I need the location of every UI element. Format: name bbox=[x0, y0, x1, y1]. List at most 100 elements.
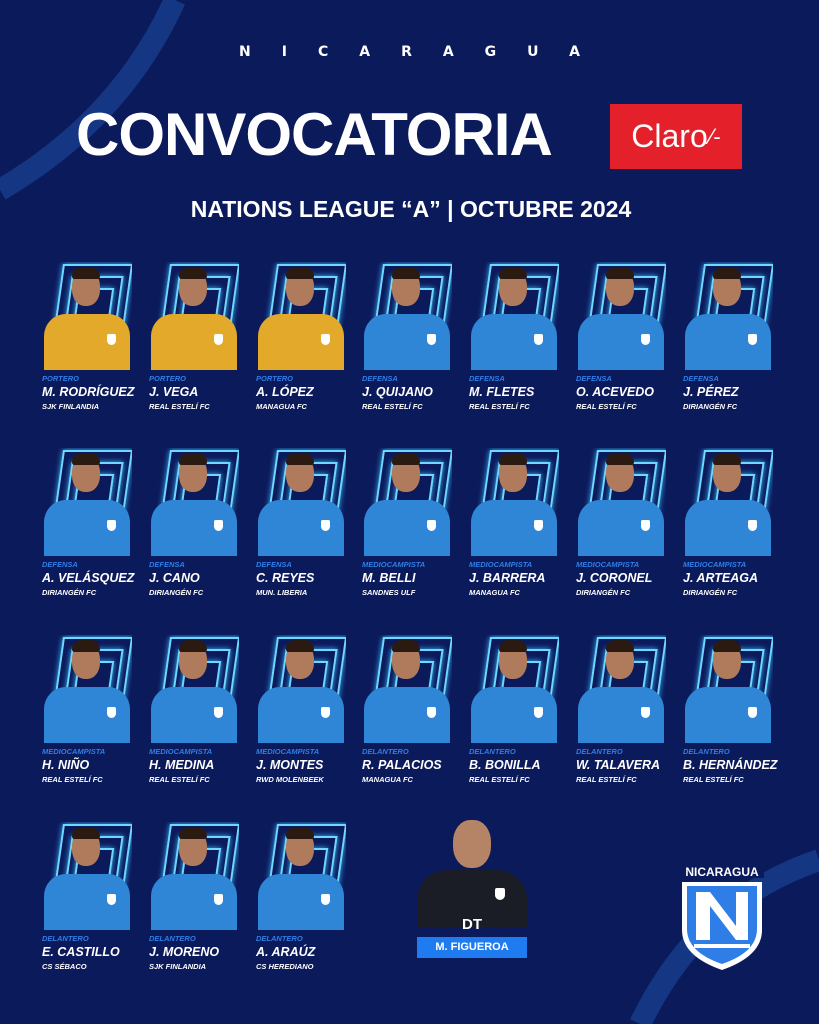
sponsor-rays-icon: ⁄- bbox=[709, 123, 721, 149]
player-name: J. QUIJANO bbox=[362, 385, 433, 399]
player-photo bbox=[576, 448, 666, 556]
player-card: DELANTERO B. HERNÁNDEZ REAL ESTELÍ FC bbox=[683, 635, 783, 784]
badge-icon bbox=[321, 520, 330, 531]
coach-head bbox=[453, 820, 491, 868]
player-club: REAL ESTELÍ FC bbox=[683, 775, 744, 784]
player-jersey bbox=[258, 314, 344, 370]
player-position: MEDIOCAMPISTA bbox=[256, 747, 320, 756]
player-jersey bbox=[685, 314, 771, 370]
player-card: MEDIOCAMPISTA M. BELLI SANDNES ULF bbox=[362, 448, 462, 597]
player-card: MEDIOCAMPISTA J. ARTEAGA DIRIANGÉN FC bbox=[683, 448, 783, 597]
player-name: M. RODRÍGUEZ bbox=[42, 385, 135, 399]
player-name: O. ACEVEDO bbox=[576, 385, 655, 399]
player-position: DELANTERO bbox=[576, 747, 623, 756]
player-name: A. LÓPEZ bbox=[256, 385, 314, 399]
player-jersey bbox=[44, 314, 130, 370]
player-jersey bbox=[471, 687, 557, 743]
player-hair bbox=[713, 453, 741, 465]
player-name: W. TALAVERA bbox=[576, 758, 661, 772]
player-club: MANAGUA FC bbox=[256, 402, 307, 411]
player-name: J. BARRERA bbox=[469, 571, 546, 585]
player-position: MEDIOCAMPISTA bbox=[42, 747, 106, 756]
player-club: MUN. LIBERIA bbox=[256, 588, 308, 597]
player-photo bbox=[362, 635, 452, 743]
player-photo bbox=[149, 262, 239, 370]
player-name: H. NIÑO bbox=[42, 758, 90, 772]
player-name: A. VELÁSQUEZ bbox=[42, 571, 135, 585]
player-jersey bbox=[364, 687, 450, 743]
coach-role: DT bbox=[462, 916, 482, 933]
player-photo bbox=[256, 822, 346, 930]
badge-icon bbox=[534, 520, 543, 531]
player-photo bbox=[149, 635, 239, 743]
player-hair bbox=[499, 267, 527, 279]
badge-icon bbox=[641, 334, 650, 345]
player-jersey bbox=[364, 500, 450, 556]
player-jersey bbox=[685, 500, 771, 556]
player-hair bbox=[72, 453, 100, 465]
player-jersey bbox=[258, 687, 344, 743]
player-jersey bbox=[578, 500, 664, 556]
sponsor-logo: Claro ⁄- bbox=[610, 104, 742, 169]
player-card: PORTERO M. RODRÍGUEZ SJK FINLANDIA bbox=[42, 262, 142, 411]
player-photo bbox=[256, 448, 346, 556]
player-card: DELANTERO A. ARAÚZ CS HEREDIANO bbox=[256, 822, 356, 971]
player-hair bbox=[286, 267, 314, 279]
page-subtitle: NATIONS LEAGUE “A” | OCTUBRE 2024 bbox=[190, 196, 632, 222]
player-club: SANDNES ULF bbox=[362, 588, 416, 597]
player-name: E. CASTILLO bbox=[42, 945, 120, 959]
player-hair bbox=[392, 453, 420, 465]
player-hair bbox=[606, 640, 634, 652]
player-club: DIRIANGÉN FC bbox=[683, 588, 738, 597]
player-photo bbox=[683, 448, 773, 556]
player-hair bbox=[286, 827, 314, 839]
player-club: CS HEREDIANO bbox=[256, 962, 314, 971]
crest-stripe bbox=[694, 944, 750, 948]
player-position: DEFENSA bbox=[683, 374, 719, 383]
player-photo bbox=[683, 262, 773, 370]
player-hair bbox=[72, 267, 100, 279]
player-club: REAL ESTELÍ FC bbox=[576, 402, 637, 411]
player-jersey bbox=[151, 500, 237, 556]
player-card: PORTERO A. LÓPEZ MANAGUA FC bbox=[256, 262, 356, 411]
player-position: PORTERO bbox=[149, 374, 186, 383]
player-name: J. CORONEL bbox=[576, 571, 653, 585]
player-card: MEDIOCAMPISTA J. BARRERA MANAGUA FC bbox=[469, 448, 569, 597]
player-hair bbox=[392, 640, 420, 652]
player-photo bbox=[42, 448, 132, 556]
player-position: DELANTERO bbox=[683, 747, 730, 756]
badge-icon bbox=[534, 334, 543, 345]
player-club: MANAGUA FC bbox=[469, 588, 520, 597]
player-position: DEFENSA bbox=[576, 374, 612, 383]
player-jersey bbox=[151, 314, 237, 370]
player-card: PORTERO J. VEGA REAL ESTELÍ FC bbox=[149, 262, 249, 411]
player-position: PORTERO bbox=[42, 374, 79, 383]
player-hair bbox=[606, 267, 634, 279]
player-card: DELANTERO B. BONILLA REAL ESTELÍ FC bbox=[469, 635, 569, 784]
player-photo bbox=[256, 262, 346, 370]
player-card: MEDIOCAMPISTA H. NIÑO REAL ESTELÍ FC bbox=[42, 635, 142, 784]
page-title: CONVOCATORIA bbox=[76, 101, 553, 168]
player-name: B. BONILLA bbox=[469, 758, 541, 772]
crest-banner bbox=[680, 864, 764, 878]
country-label: NICARAGUA bbox=[239, 44, 611, 60]
badge-icon bbox=[214, 894, 223, 905]
player-hair bbox=[72, 640, 100, 652]
player-position: DEFENSA bbox=[362, 374, 398, 383]
player-name: C. REYES bbox=[256, 571, 315, 585]
coach-photo bbox=[415, 818, 529, 928]
player-hair bbox=[72, 827, 100, 839]
player-position: PORTERO bbox=[256, 374, 293, 383]
player-name: J. MORENO bbox=[149, 945, 220, 959]
player-card: DEFENSA M. FLETES REAL ESTELÍ FC bbox=[469, 262, 569, 411]
player-jersey bbox=[364, 314, 450, 370]
player-hair bbox=[499, 453, 527, 465]
badge-icon bbox=[534, 707, 543, 718]
player-club: MANAGUA FC bbox=[362, 775, 413, 784]
badge-icon bbox=[107, 520, 116, 531]
player-jersey bbox=[471, 500, 557, 556]
badge-icon bbox=[427, 520, 436, 531]
player-jersey bbox=[685, 687, 771, 743]
badge-icon bbox=[748, 707, 757, 718]
player-hair bbox=[286, 640, 314, 652]
